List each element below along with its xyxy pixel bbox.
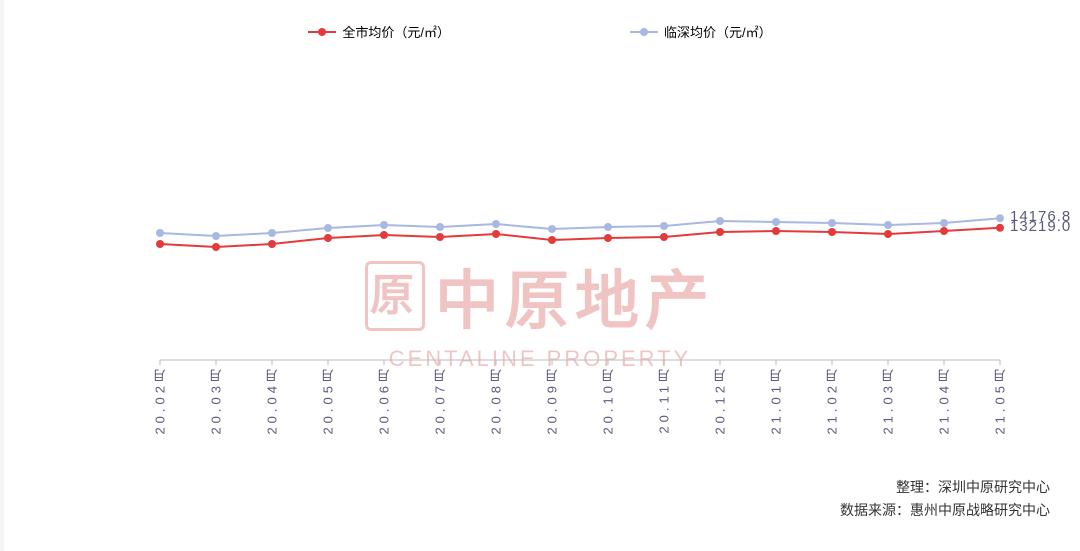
x-tick-label: 21.05月 <box>991 365 1010 435</box>
x-tick-label: 20.06月 <box>375 365 394 435</box>
x-axis: 20.02月20.03月20.04月20.05月20.06月20.07月20.0… <box>160 365 1000 465</box>
x-tick-label: 21.02月 <box>823 365 842 435</box>
x-tick-label: 20.02月 <box>151 365 170 435</box>
legend-item-series1: 全市均价（元/㎡） <box>308 22 450 41</box>
source-attribution: 整理：深圳中原研究中心 数据来源：惠州中原战略研究中心 <box>840 476 1050 521</box>
line-chart-svg <box>160 60 1000 360</box>
x-tick-label: 21.01月 <box>767 365 786 435</box>
chart-container: 全市均价（元/㎡） 临深均价（元/㎡） 原 中原地产 CENTALINE PRO… <box>0 0 1080 551</box>
legend-marker-series2 <box>630 31 658 33</box>
x-tick-label: 21.04月 <box>935 365 954 435</box>
source-line1: 整理：深圳中原研究中心 <box>840 476 1050 498</box>
x-tick-label: 20.09月 <box>543 365 562 435</box>
x-tick-label: 20.03月 <box>207 365 226 435</box>
legend-item-series2: 临深均价（元/㎡） <box>630 22 772 41</box>
legend: 全市均价（元/㎡） 临深均价（元/㎡） <box>0 22 1080 41</box>
x-tick-label: 20.08月 <box>487 365 506 435</box>
legend-marker-series1 <box>308 31 336 33</box>
x-tick-label: 20.11月 <box>655 365 674 434</box>
plot-area <box>160 60 1000 360</box>
x-tick-label: 20.12月 <box>711 365 730 435</box>
x-tick-label: 20.10月 <box>599 365 618 435</box>
x-tick-label: 20.05月 <box>319 365 338 435</box>
left-border <box>0 0 4 551</box>
x-tick-label: 20.04月 <box>263 365 282 435</box>
legend-label-series2: 临深均价（元/㎡） <box>664 22 772 41</box>
x-tick-label: 20.07月 <box>431 365 450 435</box>
source-line2: 数据来源：惠州中原战略研究中心 <box>840 499 1050 521</box>
end-value-label: 14176.8 <box>1010 208 1071 225</box>
legend-label-series1: 全市均价（元/㎡） <box>342 22 450 41</box>
x-tick-label: 21.03月 <box>879 365 898 435</box>
